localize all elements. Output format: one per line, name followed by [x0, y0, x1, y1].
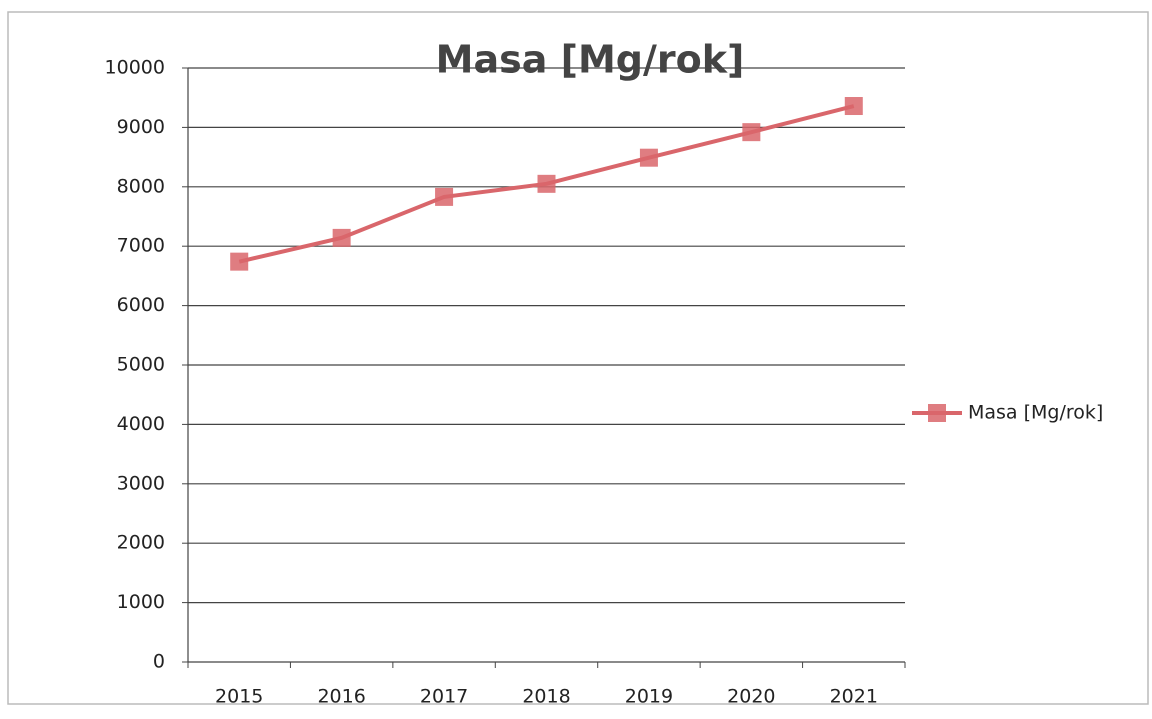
x-tick-label: 2015	[215, 686, 263, 708]
y-tick-label: 3000	[117, 472, 165, 494]
x-tick-label: 2018	[522, 686, 570, 708]
marker	[742, 123, 761, 142]
marker	[230, 252, 249, 271]
legend-marker	[928, 404, 946, 422]
x-tick-label: 2017	[420, 686, 468, 708]
x-tick-label: 2016	[317, 686, 365, 708]
marker	[537, 174, 556, 193]
y-tick-label: 1000	[117, 591, 165, 613]
marker	[639, 148, 658, 167]
marker	[435, 187, 454, 206]
y-tick-label: 10000	[105, 57, 165, 79]
y-tick-label: 8000	[117, 175, 165, 197]
y-tick-label: 4000	[117, 413, 165, 435]
marker	[844, 97, 863, 116]
y-tick-label: 6000	[117, 294, 165, 316]
y-tick-label: 2000	[117, 532, 165, 554]
y-tick-label: 5000	[117, 354, 165, 376]
x-tick-label: 2019	[625, 686, 673, 708]
y-tick-label: 9000	[117, 116, 165, 138]
y-tick-label: 7000	[117, 235, 165, 257]
legend-label: Masa [Mg/rok]	[968, 402, 1103, 424]
chart-title: Masa [Mg/rok]	[436, 38, 745, 82]
x-tick-label: 2021	[830, 686, 878, 708]
chart-frame	[7, 11, 1149, 705]
y-tick-label: 0	[153, 651, 165, 673]
marker	[332, 228, 351, 247]
x-tick-label: 2020	[727, 686, 775, 708]
